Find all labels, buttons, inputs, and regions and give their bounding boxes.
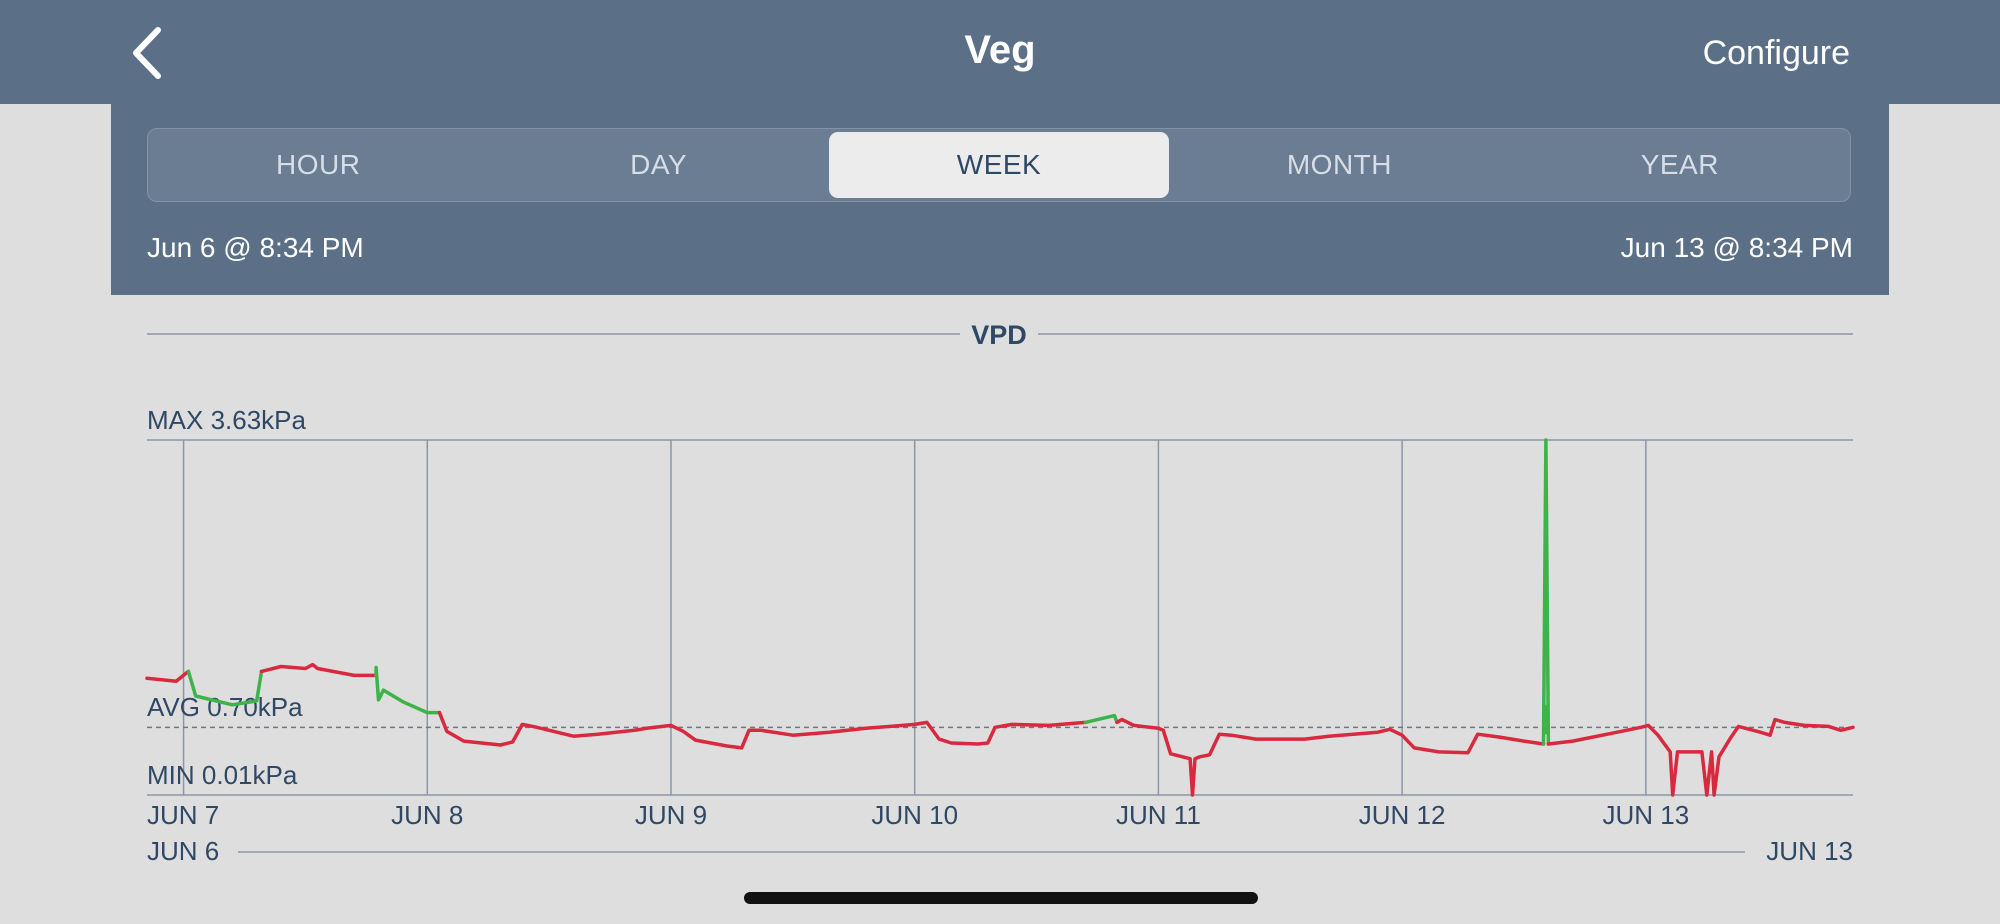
- x-tick-label: JUN 12: [1359, 800, 1446, 830]
- tab-week[interactable]: WEEK: [828, 132, 1170, 198]
- tab-month[interactable]: MONTH: [1286, 149, 1392, 180]
- home-indicator: [744, 892, 1258, 904]
- x-tick-label: JUN 11: [1116, 800, 1201, 830]
- series-line-in-range: [186, 669, 264, 707]
- range-panel: HOUR DAY WEEK MONTH YEAR Jun 6 @ 8:34 PM…: [111, 104, 1889, 295]
- range-start-date: Jun 6 @ 8:34 PM: [147, 232, 364, 263]
- min-label: MIN 0.01kPa: [147, 760, 298, 790]
- configure-button[interactable]: Configure: [1702, 34, 1850, 72]
- tab-day[interactable]: DAY: [630, 149, 688, 180]
- series-line-in-range: [374, 665, 442, 715]
- series-line: [1115, 717, 1546, 797]
- range-tabs: HOUR DAY WEEK MONTH YEAR: [147, 128, 1851, 202]
- vpd-chart: VPD MAX 3.63kPa AVG 0.70kPa MIN 0.01kPa …: [145, 320, 1855, 866]
- x-tick-label: JUN 7: [147, 800, 219, 830]
- series-line: [1546, 717, 1855, 797]
- overview-start-label: JUN 6: [147, 836, 219, 866]
- chart-title: VPD: [971, 320, 1027, 350]
- gridlines: [182, 440, 1647, 795]
- series-line-in-range: [1541, 438, 1551, 746]
- tab-year[interactable]: YEAR: [1640, 149, 1719, 180]
- page-title: Veg: [964, 28, 1036, 72]
- x-tick-label: JUN 8: [391, 800, 463, 830]
- overview-end-label: JUN 13: [1766, 836, 1853, 866]
- series-line: [437, 710, 1088, 750]
- tab-hour[interactable]: HOUR: [275, 149, 361, 180]
- series-line: [259, 662, 378, 678]
- avg-label: AVG 0.70kPa: [147, 692, 303, 722]
- vpd-series: [145, 438, 1855, 797]
- back-button[interactable]: [128, 26, 168, 80]
- x-tick-labels: JUN 7 JUN 8 JUN 9 JUN 10 JUN 11 JUN 12 JUN 13: [147, 800, 1689, 830]
- range-end-date: Jun 13 @ 8:34 PM: [1620, 232, 1853, 263]
- series-line: [145, 669, 191, 683]
- x-tick-label: JUN 9: [635, 800, 707, 830]
- x-tick-label: JUN 10: [871, 800, 958, 830]
- x-tick-label: JUN 13: [1602, 800, 1689, 830]
- max-label: MAX 3.63kPa: [147, 405, 307, 435]
- series-line-in-range: [1083, 713, 1119, 725]
- top-bar: Veg Configure: [0, 0, 2000, 104]
- chevron-left-icon: [133, 27, 161, 79]
